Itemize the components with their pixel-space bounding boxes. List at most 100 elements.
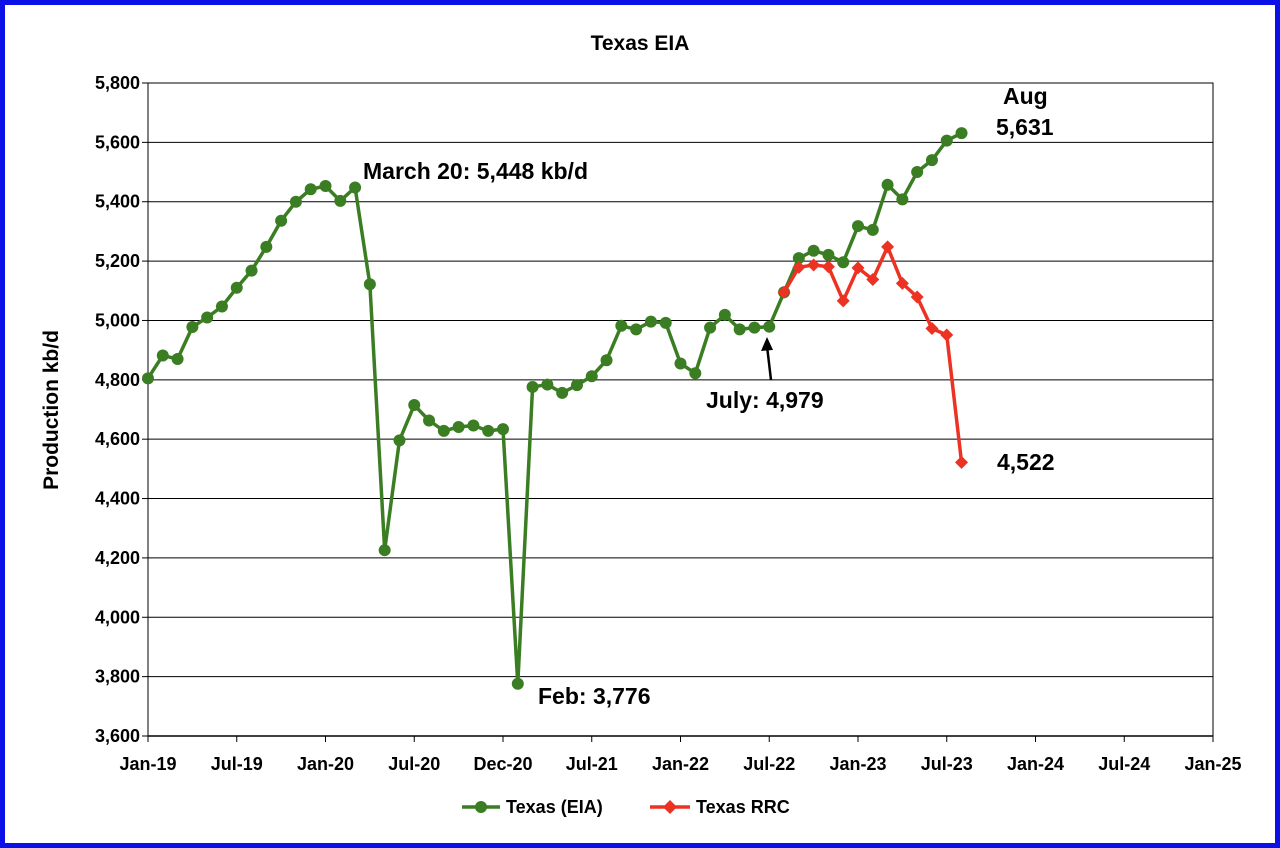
annotation-arrow-line	[765, 345, 773, 381]
annotations: March 20: 5,448 kb/d Feb: 3,776 July: 4,…	[363, 83, 1055, 709]
data-point-texas-eia	[852, 220, 864, 233]
data-point-texas-eia	[644, 315, 657, 328]
data-point-texas-eia	[615, 319, 628, 332]
data-point-texas-eia	[570, 379, 583, 392]
legend-marker-rrc	[663, 800, 677, 814]
data-point-texas-eia	[659, 316, 672, 329]
data-point-texas-rrc	[955, 455, 969, 469]
data-point-texas-eia	[482, 424, 495, 437]
series-layer	[142, 127, 969, 690]
data-point-texas-eia	[245, 264, 258, 277]
data-point-texas-eia	[955, 127, 968, 140]
x-tick-label: Jan-25	[1184, 754, 1241, 774]
data-point-texas-eia	[556, 386, 569, 399]
data-point-texas-eia	[497, 423, 509, 436]
data-point-texas-rrc	[836, 294, 850, 308]
x-tick-label: Jul-19	[211, 754, 263, 774]
chart-title: Texas EIA	[591, 32, 690, 55]
data-point-texas-eia	[437, 424, 450, 437]
y-tick-label: 5,800	[95, 73, 140, 93]
data-point-texas-eia	[526, 380, 539, 393]
data-point-texas-rrc	[910, 290, 924, 304]
data-point-texas-eia	[215, 300, 228, 313]
y-tick-label: 4,200	[95, 548, 140, 568]
data-point-texas-eia	[881, 178, 894, 191]
annotation-feb: Feb: 3,776	[538, 683, 651, 709]
data-point-texas-eia	[156, 349, 169, 362]
data-point-texas-eia	[748, 321, 761, 334]
y-tick-label: 5,200	[95, 251, 140, 271]
data-point-texas-eia	[363, 278, 376, 291]
y-axis-label: Production kb/d	[40, 330, 63, 490]
data-point-texas-eia	[467, 419, 480, 432]
y-tick-label: 5,400	[95, 192, 140, 212]
data-point-texas-eia	[260, 240, 273, 253]
y-tick-label: 5,600	[95, 132, 140, 152]
data-point-texas-rrc	[821, 260, 835, 274]
y-tick-label: 5,000	[95, 310, 140, 330]
y-tick-label: 4,800	[95, 370, 140, 390]
annotation-july: July: 4,979	[706, 387, 824, 413]
y-tick-label: 3,600	[95, 726, 140, 746]
data-point-texas-eia	[171, 353, 184, 366]
data-point-texas-eia	[408, 399, 421, 412]
data-point-texas-eia	[925, 154, 938, 167]
data-point-texas-eia	[911, 166, 924, 179]
data-point-texas-eia	[186, 320, 199, 333]
y-tick-label: 3,800	[95, 667, 140, 687]
y-tick-labels: 3,600 3,800 4,000 4,200 4,400 4,600 4,800 5,000…	[95, 73, 140, 746]
data-point-texas-eia	[452, 421, 465, 434]
data-point-texas-eia	[201, 311, 214, 324]
x-tick-label: Jan-20	[297, 754, 354, 774]
y-tick-label: 4,600	[95, 429, 140, 449]
legend-marker-eia	[475, 801, 487, 813]
data-point-texas-rrc	[925, 321, 939, 335]
legend: Texas (EIA) Texas RRC	[462, 797, 790, 817]
data-point-texas-rrc	[895, 276, 909, 290]
data-point-texas-eia	[600, 354, 613, 367]
data-point-texas-eia	[289, 195, 302, 208]
data-point-texas-eia	[689, 367, 702, 380]
data-point-texas-rrc	[851, 261, 865, 275]
data-point-texas-eia	[378, 544, 391, 557]
data-point-texas-eia	[230, 281, 243, 294]
data-point-texas-eia	[718, 308, 731, 321]
x-tick-label: Jan-24	[1007, 754, 1064, 774]
data-point-texas-eia	[585, 370, 598, 383]
data-point-texas-eia	[275, 214, 288, 227]
series-line-texas-eia	[146, 131, 963, 686]
data-point-texas-eia	[733, 323, 746, 336]
data-point-texas-eia	[142, 372, 154, 385]
data-point-texas-eia	[630, 323, 643, 336]
data-point-texas-eia	[763, 320, 776, 333]
annotation-arrow-head	[761, 337, 773, 351]
data-point-texas-eia	[319, 179, 332, 192]
data-point-texas-eia	[807, 244, 820, 257]
data-point-texas-eia	[822, 248, 835, 261]
data-point-texas-rrc	[940, 328, 954, 342]
legend-label-rrc: Texas RRC	[696, 797, 790, 817]
annotation-march-20: March 20: 5,448 kb/d	[363, 158, 588, 184]
annotation-aug: Aug	[1003, 83, 1048, 109]
x-tick-label: Jan-23	[829, 754, 886, 774]
data-point-texas-eia	[393, 434, 406, 447]
legend-label-eia: Texas (EIA)	[506, 797, 603, 817]
data-point-texas-eia	[704, 321, 717, 334]
x-tick-labels: Jan-19 Jul-19 Jan-20 Jul-20 Dec-20 Jul-21 Jan-…	[119, 736, 1242, 774]
data-point-texas-eia	[423, 414, 436, 427]
annotation-aug-value: 5,631	[996, 114, 1054, 140]
data-point-texas-eia	[940, 134, 953, 147]
data-point-texas-rrc	[881, 240, 895, 254]
data-point-texas-rrc	[807, 258, 821, 272]
x-tick-label: Jul-24	[1098, 754, 1150, 774]
grid-lines	[142, 82, 1213, 737]
annotation-rrc-value: 4,522	[997, 449, 1055, 475]
data-point-texas-eia	[304, 183, 317, 196]
data-point-texas-eia	[541, 378, 554, 391]
data-point-texas-eia	[349, 181, 362, 194]
plot-area-border	[147, 82, 1214, 737]
data-point-texas-eia	[334, 194, 347, 207]
data-point-texas-eia	[866, 223, 879, 236]
x-tick-label: Jul-23	[921, 754, 973, 774]
